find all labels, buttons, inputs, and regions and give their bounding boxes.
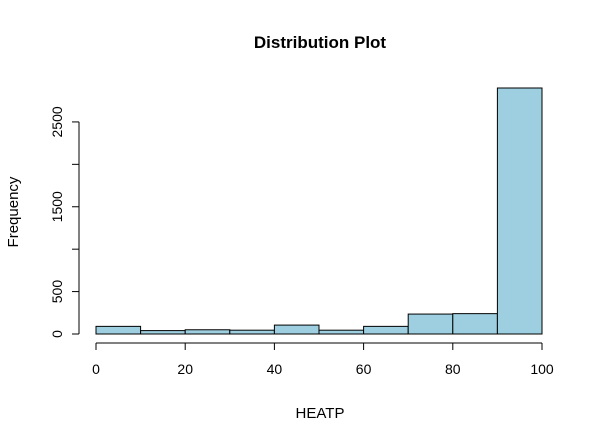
- y-axis-label: Frequency: [5, 176, 22, 247]
- y-tick-label-2500: 2500: [49, 106, 65, 137]
- x-tick-label-60: 60: [356, 361, 372, 377]
- histogram-bar-4: [273, 324, 320, 335]
- chart-title: Distribution Plot: [254, 33, 387, 52]
- x-tick-label-0: 0: [92, 361, 100, 377]
- histogram-bar-8: [452, 313, 498, 335]
- x-axis-label: HEATP: [296, 405, 345, 422]
- x-tick-label-40: 40: [267, 361, 283, 377]
- histogram-bar-2: [184, 329, 231, 335]
- histogram-bar-0: [95, 325, 142, 335]
- histogram-bar-9: [496, 87, 543, 335]
- bars-group: [95, 87, 543, 335]
- histogram-bar-6: [363, 325, 409, 335]
- x-tick-label-100: 100: [530, 361, 554, 377]
- histogram-bar-3: [229, 329, 275, 335]
- histogram-bar-5: [318, 329, 365, 335]
- y-tick-label-1500: 1500: [49, 191, 65, 222]
- y-tick-label-500: 500: [49, 280, 65, 304]
- y-axis: 0 500 1500 2500: [49, 106, 80, 338]
- histogram-bar-1: [140, 330, 186, 335]
- x-tick-label-20: 20: [177, 361, 193, 377]
- y-tick-label-0: 0: [49, 330, 65, 338]
- x-axis: 0 20 40 60 80 100: [92, 342, 554, 377]
- x-tick-label-80: 80: [445, 361, 461, 377]
- histogram-bar-7: [407, 313, 454, 335]
